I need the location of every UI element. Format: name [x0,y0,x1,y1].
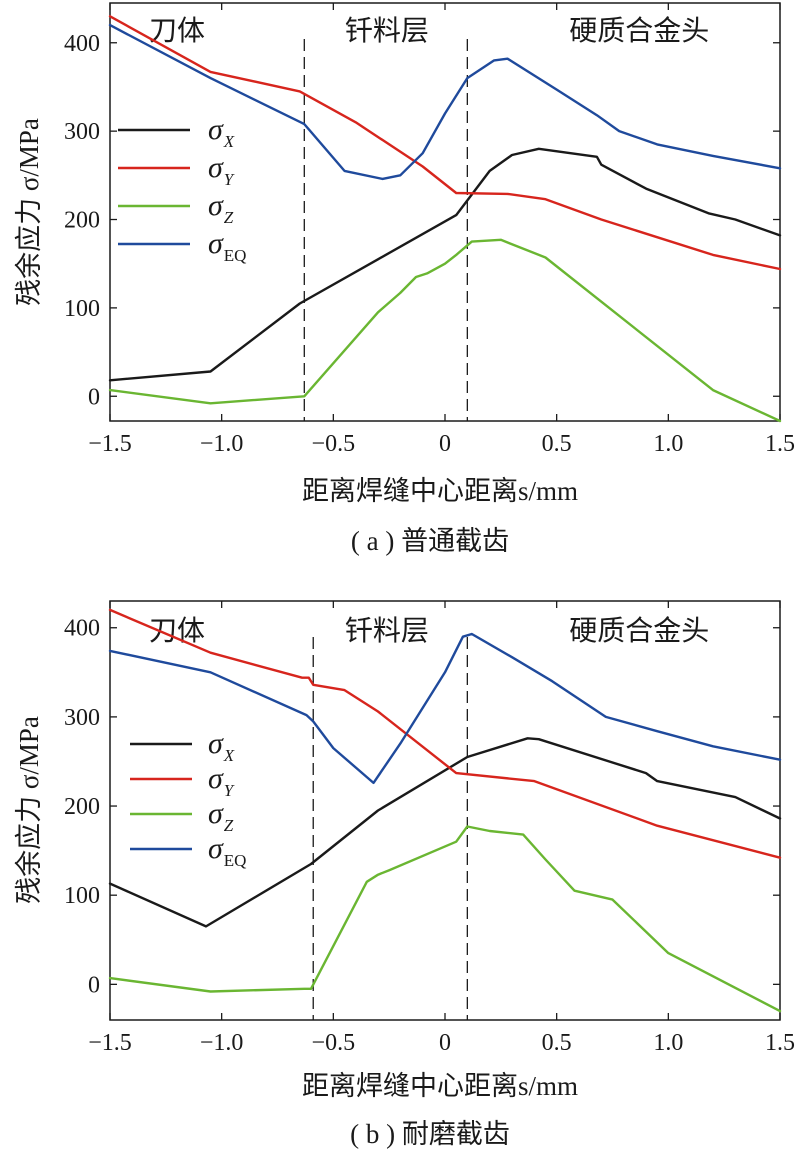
legend-symbol: σ [208,727,224,760]
y-tick-label: 300 [64,705,100,731]
legend-entry: σY [208,151,235,189]
legend-subscript: EQ [224,246,247,265]
x-tick-label: −1.0 [200,1030,244,1056]
y-tick-label: 0 [88,972,100,998]
y-tick-label: 200 [64,794,100,820]
region-label: 钎料层 [345,615,429,647]
legend-subscript: X [223,132,235,151]
series-line-x [108,147,782,382]
legend-symbol: σ [208,227,224,260]
legend-subscript: X [223,746,235,765]
x-tick-label: 0.5 [542,1030,572,1056]
legend-symbol: σ [208,189,224,222]
x-tick-label: 0 [439,1030,451,1056]
x-tick-label: 0 [439,431,451,457]
x-tick-label: −1.5 [88,1030,132,1056]
legend-entry: σZ [208,189,234,227]
legend-entry: σX [208,113,235,151]
legend-symbol: σ [208,832,224,865]
y-tick-label: 400 [64,616,100,642]
y-axis-label: 残余应力 σ/MPa [14,716,44,904]
legend-entry: σX [208,727,235,765]
x-tick-label: 1.0 [653,1030,683,1056]
legend-entry: σY [208,762,235,800]
x-tick-label: 0.5 [542,431,572,457]
y-tick-label: 200 [64,208,100,234]
x-tick-label: 1.0 [653,431,683,457]
legend-subscript: EQ [224,851,247,870]
y-tick-label: 100 [64,883,100,909]
region-label: 硬质合金头 [569,615,709,647]
x-tick-label: −1.5 [88,431,132,457]
series-line-z [108,238,782,423]
y-tick-label: 400 [64,31,100,57]
series-line-eq [108,23,782,181]
legend-subscript: Y [224,170,235,189]
x-tick-label: −1.0 [200,431,244,457]
legend-entry: σEQ [208,832,246,870]
y-axis-label: 残余应力 σ/MPa [14,118,44,306]
y-tick-label: 100 [64,296,100,322]
panel-caption: ( b ) 耐磨截齿 [350,1119,510,1149]
legend-symbol: σ [208,113,224,146]
x-tick-label: −0.5 [312,431,356,457]
x-axis-label: 距离焊缝中心距离s/mm [302,1071,578,1101]
series-line-y [108,15,782,271]
legend-subscript: Z [224,816,234,835]
legend-symbol: σ [208,797,224,830]
legend-subscript: Y [224,781,235,800]
x-tick-label: −0.5 [312,1030,356,1056]
series-line-eq [108,632,782,785]
x-tick-label: 1.5 [765,431,795,457]
region-label: 钎料层 [345,15,429,47]
y-tick-label: 300 [64,119,100,145]
legend-symbol: σ [208,762,224,795]
region-label: 硬质合金头 [569,15,709,47]
panel-caption: ( a ) 普通截齿 [351,526,509,556]
x-tick-label: 1.5 [765,1030,795,1056]
legend-symbol: σ [208,151,224,184]
legend-entry: σZ [208,797,234,835]
series-line-y [108,608,782,859]
x-axis-label: 距离焊缝中心距离s/mm [302,476,578,506]
y-tick-label: 0 [88,384,100,410]
legend-entry: σEQ [208,227,246,265]
series-line-z [108,825,782,1013]
series-line-x [108,737,782,928]
legend-subscript: Z [224,208,234,227]
